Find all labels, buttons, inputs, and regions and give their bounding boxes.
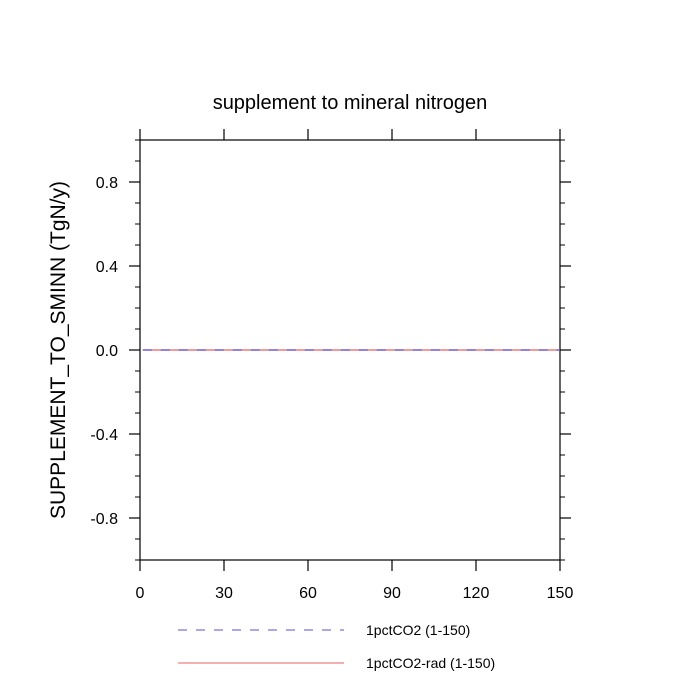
y-tick-label: 0.4: [96, 259, 118, 276]
legend-label-1: 1pctCO2-rad (1-150): [366, 655, 495, 671]
y-tick-label: 0.0: [96, 343, 118, 360]
y-tick-label: -0.8: [90, 511, 118, 528]
x-tick-label: 120: [463, 585, 490, 602]
legend: 1pctCO2 (1-150) 1pctCO2-rad (1-150): [178, 622, 495, 671]
x-tick-label: 90: [383, 585, 401, 602]
x-tick-label: 30: [215, 585, 233, 602]
x-tick-label: 150: [547, 585, 574, 602]
x-tick-label: 0: [136, 585, 145, 602]
y-axis-label: SUPPLEMENT_TO_SMINN (TgN/y): [47, 181, 70, 519]
y-tick-label: 0.8: [96, 175, 118, 192]
x-tick-label: 60: [299, 585, 317, 602]
y-tick-label: -0.4: [90, 427, 118, 444]
axes: 0 30 60 90 120 150 -0.8 -0.4 0.0 0.4 0.8: [90, 129, 573, 602]
legend-label-0: 1pctCO2 (1-150): [366, 622, 470, 638]
chart-title: supplement to mineral nitrogen: [213, 92, 488, 114]
